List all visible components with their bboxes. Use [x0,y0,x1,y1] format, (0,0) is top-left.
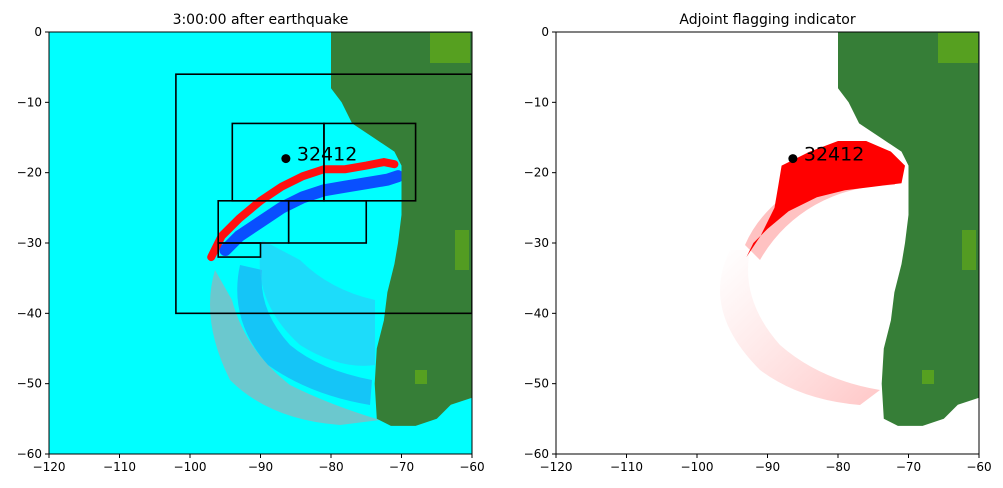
y-tick-label: −20 [17,166,42,180]
y-tick-label: 0 [541,25,549,39]
dispersed-wave-lightblue [259,240,375,366]
y-tick-label: −10 [524,95,549,109]
x-tick-label: −60 [966,460,991,474]
y-tick-label: −50 [17,377,42,391]
x-axis-left: −120 −110 −100 −90 −80 −70 −60 [33,454,485,474]
x-tick-label: −110 [610,460,643,474]
y-tick-label: −30 [524,236,549,250]
y-tick-label: −10 [17,95,42,109]
panel-left: 3:00:00 after earthquake 32412 −120 −110−… [17,12,485,474]
land-patch-light [962,230,976,270]
x-tick-label: −90 [248,460,273,474]
y-tick-label: −40 [524,306,549,320]
refinement-patch [323,122,417,202]
x-tick-label: −120 [33,460,66,474]
panel-right: Adjoint flagging indicator 32412 −120 −11… [524,12,992,474]
land-patch-light [430,33,470,63]
land-patch-light [415,370,427,384]
y-tick-label: −60 [17,447,42,461]
station-label: 32412 [297,144,357,166]
y-tick-label: −20 [524,166,549,180]
y-tick-label: 0 [34,25,42,39]
refinement-patch [217,242,262,258]
title-left: 3:00:00 after earthquake [173,12,349,28]
station-label: 32412 [804,144,864,166]
land-patch-light [922,370,934,384]
refinement-patch [175,73,472,315]
wave-trough [219,170,404,256]
refinement-patch [287,200,368,244]
y-tick-label: −60 [524,447,549,461]
x-tick-label: −70 [389,460,414,474]
land-mass [331,32,472,426]
x-tick-label: −80 [318,460,343,474]
y-tick-label: −30 [17,236,42,250]
x-axis-right: −120 −110 −100 −90 −80 −70 −60 [540,454,992,474]
station-marker [788,154,798,164]
x-tick-label: −90 [755,460,780,474]
y-axis-left: 0 −10 −20 −30 −40 −50 −60 [17,25,49,461]
x-tick-label: −70 [896,460,921,474]
land-mass [838,32,979,426]
y-axis-right: 0 −10 −20 −30 −40 −50 −60 [524,25,556,461]
x-tick-label: −120 [540,460,573,474]
wave-crest [207,158,399,262]
x-tick-label: −110 [103,460,136,474]
x-tick-label: −100 [681,460,714,474]
title-right: Adjoint flagging indicator [679,12,856,28]
x-tick-label: −100 [174,460,207,474]
x-tick-label: −60 [459,460,484,474]
x-tick-label: −80 [825,460,850,474]
dispersed-wave-blue [237,265,372,405]
dispersed-wave-gray [210,270,380,425]
flag-faint-arc [720,250,880,405]
land-patch-light [455,230,469,270]
flag-medium-band [745,165,895,260]
refinement-patches [175,73,472,315]
y-tick-label: −50 [524,377,549,391]
land-patch-light [938,33,978,63]
y-tick-label: −40 [17,306,42,320]
flag-high-region [746,141,905,258]
station-marker [281,154,291,164]
